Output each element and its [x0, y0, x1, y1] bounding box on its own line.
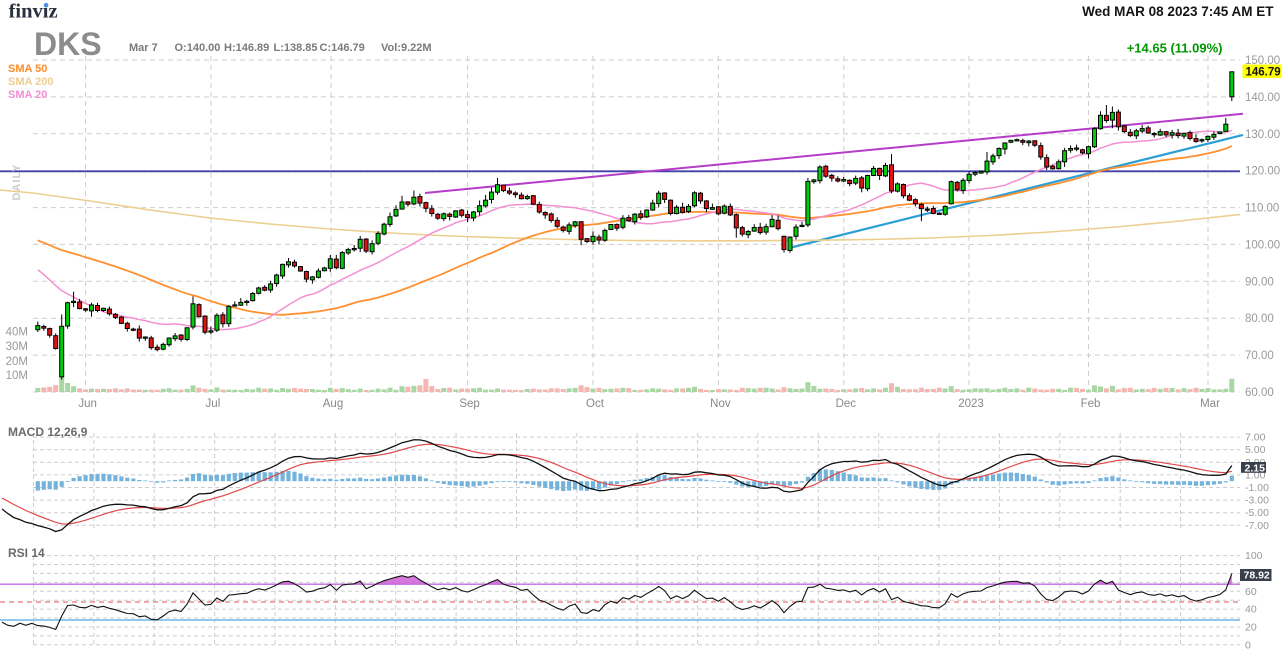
svg-text:20: 20 [1245, 622, 1257, 634]
svg-text:40M: 40M [6, 327, 28, 339]
svg-text:SMA 20: SMA 20 [8, 89, 47, 101]
svg-text:120.00: 120.00 [1245, 166, 1280, 178]
svg-text:70.00: 70.00 [1245, 350, 1274, 362]
svg-text:150.00: 150.00 [1245, 55, 1280, 67]
svg-text:finvız: finvız [9, 0, 58, 22]
svg-text:-1.00: -1.00 [1245, 482, 1269, 494]
svg-text:146.79: 146.79 [1246, 66, 1281, 78]
svg-text:-3.00: -3.00 [1245, 495, 1269, 507]
svg-text:C:146.79: C:146.79 [320, 42, 365, 54]
svg-text:Mar: Mar [1200, 398, 1220, 410]
svg-text:SMA 50: SMA 50 [8, 63, 47, 75]
svg-text:DKS: DKS [34, 26, 102, 62]
svg-text:O:140.00: O:140.00 [175, 42, 221, 54]
svg-text:Vol:9.22M: Vol:9.22M [381, 42, 432, 54]
svg-text:130.00: 130.00 [1245, 129, 1280, 141]
svg-text:-7.00: -7.00 [1245, 520, 1269, 532]
svg-text:100.00: 100.00 [1245, 239, 1280, 251]
svg-text:Jul: Jul [206, 398, 221, 410]
svg-text:20M: 20M [6, 356, 28, 368]
svg-text:-5.00: -5.00 [1245, 507, 1269, 519]
svg-text:80.00: 80.00 [1245, 313, 1274, 325]
svg-text:Mar 7: Mar 7 [129, 42, 158, 54]
svg-text:H:146.89: H:146.89 [224, 42, 269, 54]
svg-text:+14.65 (11.09%): +14.65 (11.09%) [1127, 41, 1223, 56]
svg-text:60.00: 60.00 [1245, 387, 1274, 399]
svg-text:Aug: Aug [323, 398, 343, 410]
svg-text:7.00: 7.00 [1245, 432, 1266, 444]
svg-text:2.15: 2.15 [1245, 462, 1266, 474]
svg-text:Dec: Dec [836, 398, 857, 410]
svg-text:78.92: 78.92 [1244, 570, 1270, 582]
svg-text:Jun: Jun [78, 398, 97, 410]
svg-text:10M: 10M [6, 370, 28, 382]
svg-text:RSI 14: RSI 14 [8, 546, 45, 560]
svg-text:Oct: Oct [586, 398, 605, 410]
svg-text:60: 60 [1245, 586, 1257, 598]
svg-text:5.00: 5.00 [1245, 444, 1266, 456]
svg-text:140.00: 140.00 [1245, 92, 1280, 104]
svg-text:Wed MAR 08 2023 7:45 AM ET: Wed MAR 08 2023 7:45 AM ET [1082, 4, 1274, 19]
svg-text:Sep: Sep [459, 398, 479, 410]
svg-text:Feb: Feb [1081, 398, 1101, 410]
svg-text:30M: 30M [6, 341, 28, 353]
svg-text:L:138.85: L:138.85 [274, 42, 318, 54]
svg-text:40: 40 [1245, 604, 1257, 616]
svg-text:90.00: 90.00 [1245, 276, 1274, 288]
svg-text:110.00: 110.00 [1245, 203, 1279, 215]
svg-text:SMA 200: SMA 200 [8, 76, 53, 88]
svg-text:2023: 2023 [958, 398, 984, 410]
svg-text:DAILY: DAILY [11, 164, 23, 201]
svg-text:100: 100 [1245, 550, 1263, 562]
svg-text:Nov: Nov [710, 398, 731, 410]
svg-text:MACD 12,26,9: MACD 12,26,9 [8, 425, 88, 439]
svg-text:0: 0 [1245, 639, 1251, 651]
